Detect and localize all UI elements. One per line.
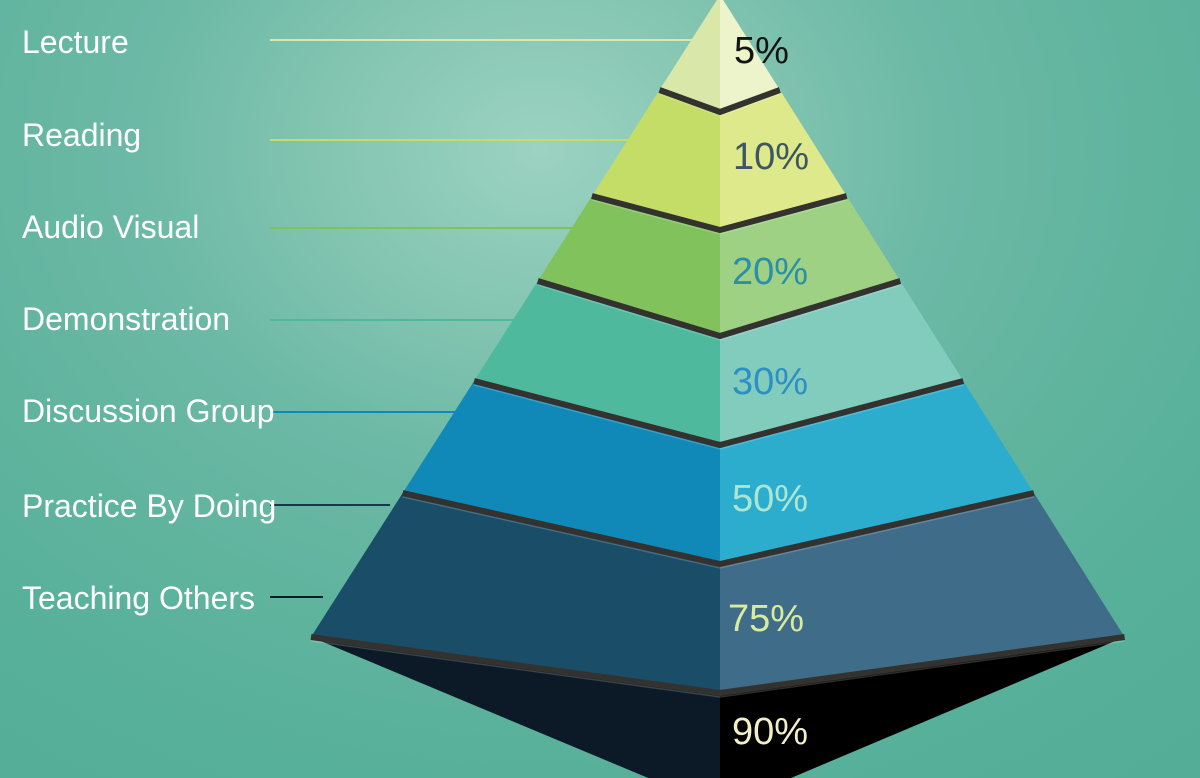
- svg-text:50%: 50%: [732, 478, 808, 520]
- svg-text:20%: 20%: [732, 251, 808, 293]
- svg-text:90%: 90%: [732, 711, 808, 753]
- svg-text:10%: 10%: [733, 136, 809, 178]
- svg-text:30%: 30%: [732, 361, 808, 403]
- svg-text:5%: 5%: [734, 30, 789, 72]
- svg-text:75%: 75%: [728, 598, 804, 640]
